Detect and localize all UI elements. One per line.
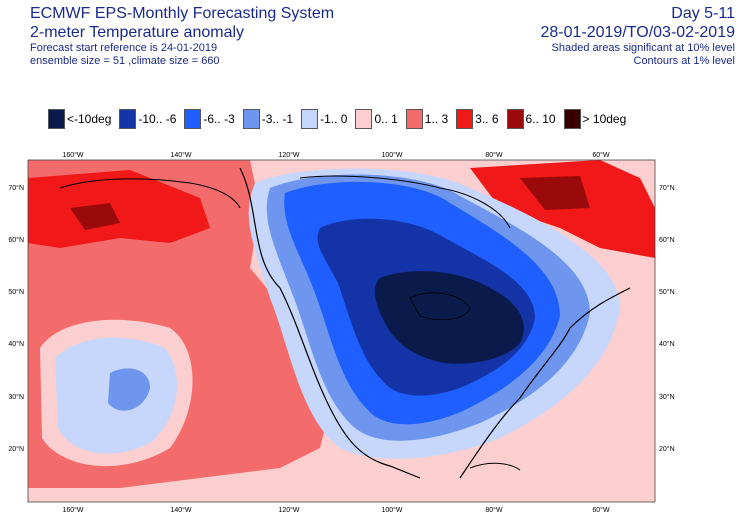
- legend-label: 3.. 6: [475, 112, 499, 126]
- axis-label: 60°N: [659, 236, 675, 244]
- legend-label: 1.. 3: [424, 112, 449, 126]
- legend-label: -1.. 0: [320, 112, 348, 126]
- legend-item: > 10deg: [563, 109, 635, 129]
- legend-swatch: [405, 109, 423, 129]
- legend-swatch: [119, 109, 137, 129]
- axis-label: 50°N: [8, 288, 24, 296]
- axis-label: 60°N: [8, 236, 24, 244]
- axis-label: 60°W: [592, 506, 610, 514]
- date-range: 28-01-2019/TO/03-02-2019: [540, 24, 735, 41]
- chart-subtitle: 2-meter Temperature anomaly: [30, 24, 245, 41]
- axis-label: 20°N: [8, 445, 24, 453]
- legend-swatch: [301, 109, 319, 129]
- legend-item: -3.. -1: [242, 109, 301, 129]
- contour-note: Contours at 1% level: [633, 55, 736, 67]
- axis-label: 80°W: [485, 506, 503, 514]
- legend-item: <-10deg: [48, 109, 119, 129]
- legend-swatch: [506, 109, 524, 129]
- legend-swatch: [242, 109, 260, 129]
- legend-item: -1.. 0: [301, 109, 355, 129]
- axis-label: 40°N: [8, 340, 24, 348]
- legend-item: -10.. -6: [119, 109, 184, 129]
- day-range: Day 5-11: [671, 5, 735, 22]
- axis-label: 20°N: [659, 445, 675, 453]
- anomaly-map: 160°W 140°W 120°W 100°W 80°W 60°W 160°W 140°W 1…: [8, 151, 675, 514]
- map-field: [28, 160, 655, 502]
- header-right: Day 5-11 28-01-2019/TO/03-02-2019 Shaded…: [540, 4, 735, 68]
- axis-label: 100°W: [381, 506, 402, 514]
- longitude-labels-top: 160°W 140°W 120°W 100°W 80°W 60°W: [62, 151, 610, 159]
- axis-label: 30°N: [659, 393, 675, 401]
- axis-label: 80°W: [485, 151, 503, 159]
- legend-label: <-10deg: [67, 112, 112, 126]
- axis-label: 120°W: [278, 151, 299, 159]
- legend-swatch: [563, 109, 581, 129]
- axis-label: 160°W: [62, 151, 83, 159]
- legend-item: 0.. 1: [355, 109, 405, 129]
- axis-label: 60°W: [592, 151, 610, 159]
- legend-swatch: [355, 109, 373, 129]
- header-left: ECMWF EPS-Monthly Forecasting System 2-m…: [30, 4, 334, 68]
- latitude-labels-right: 70°N 60°N 50°N 40°N 30°N 20°N: [659, 184, 675, 453]
- axis-label: 70°N: [659, 184, 675, 192]
- shaded-note: Shaded areas significant at 10% level: [551, 42, 735, 54]
- axis-label: 30°N: [8, 393, 24, 401]
- color-legend: <-10deg -10.. -6 -6.. -3 -3.. -1 -1.. 0 0.. 1…: [48, 108, 634, 130]
- legend-label: -6.. -3: [203, 112, 235, 126]
- axis-label: 140°W: [170, 506, 191, 514]
- legend-item: 3.. 6: [456, 109, 506, 129]
- axis-label: 40°N: [659, 340, 675, 348]
- legend-swatch: [48, 109, 65, 129]
- map-panel: 160°W 140°W 120°W 100°W 80°W 60°W 160°W 140°W 1…: [0, 148, 745, 516]
- axis-label: 100°W: [381, 151, 402, 159]
- legend-label: > 10deg: [582, 112, 627, 126]
- legend-label: -3.. -1: [261, 112, 294, 126]
- latitude-labels-left: 70°N 60°N 50°N 40°N 30°N 20°N: [8, 184, 24, 453]
- forecast-reference: Forecast start reference is 24-01-2019: [30, 42, 218, 54]
- legend-swatch: [184, 109, 202, 129]
- axis-label: 120°W: [278, 506, 299, 514]
- axis-label: 70°N: [8, 184, 24, 192]
- legend-swatch: [456, 109, 474, 129]
- legend-label: 6.. 10: [525, 112, 556, 126]
- legend-item: 1.. 3: [405, 109, 456, 129]
- chart-title: ECMWF EPS-Monthly Forecasting System: [30, 5, 335, 22]
- axis-label: 50°N: [659, 288, 675, 296]
- legend-label: -10.. -6: [138, 112, 177, 126]
- ensemble-size: ensemble size = 51 ,climate size = 660: [30, 55, 220, 67]
- axis-label: 140°W: [170, 151, 191, 159]
- legend-label: 0.. 1: [374, 112, 398, 126]
- axis-label: 160°W: [62, 506, 83, 514]
- longitude-labels-bottom: 160°W 140°W 120°W 100°W 80°W 60°W: [62, 506, 610, 514]
- map-frame: [27, 159, 656, 503]
- legend-item: -6.. -3: [184, 109, 242, 129]
- legend-item: 6.. 10: [506, 109, 564, 129]
